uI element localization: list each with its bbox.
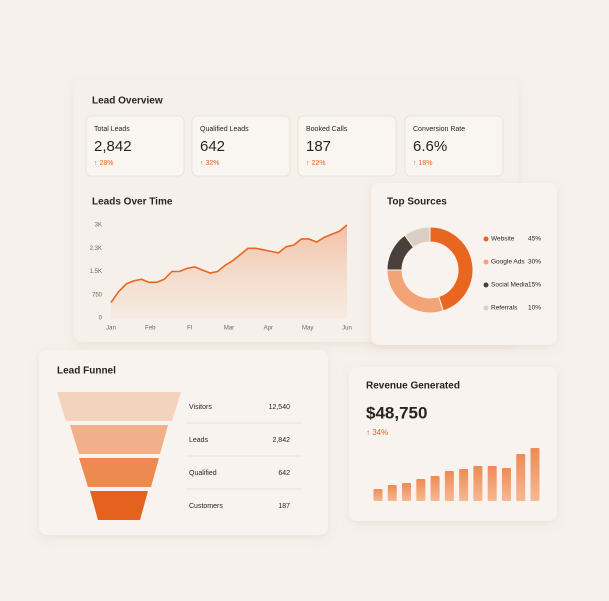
funnel-stage	[90, 491, 148, 520]
kpi-change: ↑ 18%	[413, 160, 432, 167]
card-title: Lead Funnel	[57, 366, 116, 377]
legend-label: Social Media	[491, 282, 529, 289]
bar	[373, 489, 383, 501]
revenue-amount: $48,750	[366, 403, 427, 422]
donut-segment	[404, 226, 431, 249]
bar	[444, 471, 454, 501]
legend-dot	[483, 305, 489, 311]
kpi-change: ↑ 32%	[200, 160, 219, 167]
kpi-box	[191, 115, 291, 177]
bar	[402, 483, 412, 501]
legend-label: Google Ads	[491, 259, 525, 266]
area	[111, 225, 347, 318]
bar	[530, 448, 540, 501]
kpi-box	[85, 115, 185, 177]
funnel-stage	[57, 392, 181, 421]
legend-value: 30%	[528, 259, 541, 266]
funnel-value: 2,842	[272, 437, 290, 444]
kpi-value: 6.6%	[413, 138, 447, 155]
bar	[516, 454, 526, 501]
funnel-value: 12,540	[269, 404, 291, 411]
bar	[416, 479, 426, 501]
legend-label: Referrals	[491, 305, 518, 312]
funnel-value: 187	[278, 503, 290, 510]
y-tick-label: 2.3K	[90, 246, 102, 252]
legend-value: 10%	[528, 305, 541, 312]
x-tick-label: Jan	[106, 326, 116, 332]
funnel-label: Leads	[189, 437, 209, 444]
donut-segment	[429, 226, 474, 312]
card-title: Revenue Generated	[366, 381, 460, 392]
funnel-label: Qualified	[189, 470, 217, 477]
y-tick-label: 0	[99, 316, 103, 322]
kpi-change: ↑ 28%	[94, 160, 113, 167]
card-title: Top Sources	[387, 197, 447, 208]
card-title: Lead Overview	[92, 96, 163, 107]
bar	[501, 468, 511, 501]
x-tick-label: May	[302, 326, 313, 332]
kpi-label: Qualified Leads	[200, 126, 249, 133]
line	[110, 224, 348, 303]
x-tick-label: Apr	[264, 326, 273, 332]
bar	[459, 469, 469, 501]
x-tick-label: Fl	[187, 326, 192, 332]
bar	[387, 485, 397, 501]
card-title: Leads Over Time	[92, 197, 173, 208]
kpi-box	[404, 115, 504, 177]
y-tick-label: 750	[92, 292, 103, 298]
kpi-value: 187	[306, 138, 331, 155]
revenue-change: ↑ 34%	[366, 428, 388, 437]
x-tick-label: Mar	[224, 326, 234, 332]
y-tick-label: 3K	[95, 223, 102, 229]
funnel-label: Visitors	[189, 404, 212, 411]
legend-dot	[483, 236, 489, 242]
kpi-value: 642	[200, 138, 225, 155]
bar	[487, 466, 497, 501]
kpi-change: ↑ 22%	[306, 160, 325, 167]
x-tick-label: Jun	[342, 326, 352, 332]
bar	[430, 476, 440, 501]
bar	[473, 466, 483, 501]
funnel-value: 642	[278, 470, 290, 477]
funnel-stage	[79, 458, 159, 487]
legend-dot	[483, 259, 489, 265]
kpi-label: Conversion Rate	[413, 126, 465, 133]
legend-dot	[483, 282, 489, 288]
legend-value: 15%	[528, 282, 541, 289]
x-tick-label: Feb	[145, 326, 156, 332]
kpi-value: 2,842	[94, 138, 132, 155]
legend-value: 45%	[528, 236, 541, 243]
funnel-label: Customers	[189, 503, 223, 510]
kpi-label: Total Leads	[94, 126, 130, 133]
kpi-box	[297, 115, 397, 177]
funnel-stage	[70, 425, 168, 454]
kpi-label: Booked Calls	[306, 126, 348, 133]
y-tick-label: 1.5K	[90, 269, 102, 275]
legend-label: Website	[491, 236, 515, 243]
